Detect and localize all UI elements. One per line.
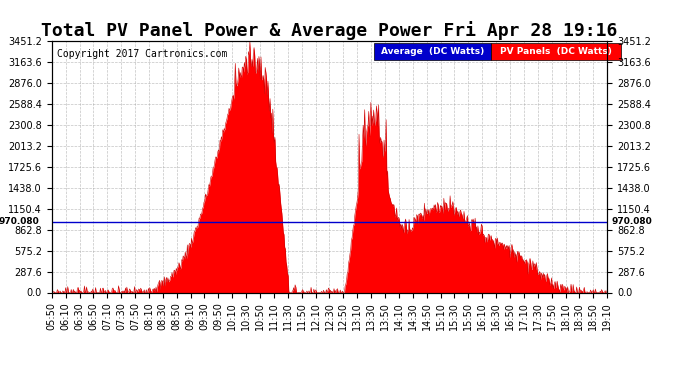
Text: PV Panels  (DC Watts): PV Panels (DC Watts): [500, 47, 612, 56]
Text: Copyright 2017 Cartronics.com: Copyright 2017 Cartronics.com: [57, 49, 228, 59]
Text: 970.080: 970.080: [0, 217, 40, 226]
Text: 970.080: 970.080: [611, 217, 652, 226]
Title: Total PV Panel Power & Average Power Fri Apr 28 19:16: Total PV Panel Power & Average Power Fri…: [41, 21, 618, 40]
FancyBboxPatch shape: [374, 42, 491, 60]
FancyBboxPatch shape: [491, 42, 621, 60]
Text: Average  (DC Watts): Average (DC Watts): [381, 47, 484, 56]
